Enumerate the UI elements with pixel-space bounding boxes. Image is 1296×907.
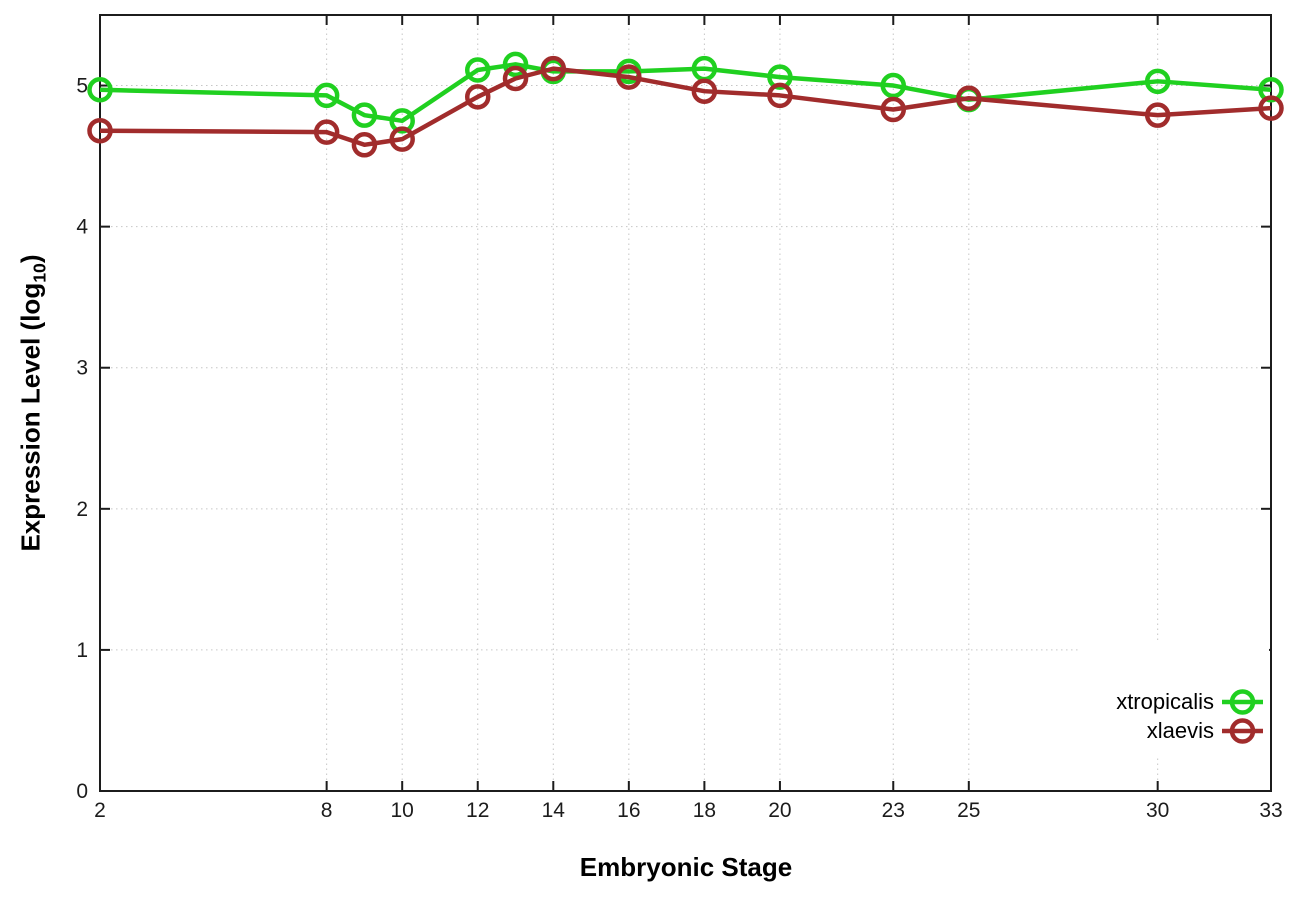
- legend-sample-xtropicalis: [1222, 689, 1263, 715]
- data-point-xlaevis: [1258, 95, 1284, 121]
- data-point-xlaevis: [540, 55, 567, 82]
- data-series: [87, 51, 1284, 158]
- data-point-xlaevis: [767, 82, 793, 109]
- x-tick-label: 10: [391, 799, 414, 822]
- gridlines: [101, 16, 1270, 790]
- x-tick-label: 20: [768, 799, 791, 822]
- x-axis-title-text: Embryonic Stage: [579, 852, 793, 882]
- data-point-xtropicalis: [389, 108, 415, 134]
- data-point-xlaevis: [464, 84, 491, 110]
- data-point-xtropicalis: [1258, 77, 1284, 103]
- data-point-xtropicalis: [767, 64, 793, 90]
- y-tick-label: 0: [76, 780, 88, 803]
- legend-label-xtropicalis: xtropicalis: [1116, 689, 1214, 714]
- x-tick-label: 18: [693, 799, 716, 822]
- x-tick-label: 25: [957, 799, 980, 822]
- series-xtropicalis: [87, 51, 1284, 134]
- x-tick-label: 23: [882, 799, 905, 822]
- axis-ticks: [99, 15, 1272, 792]
- data-point-xlaevis: [502, 65, 529, 92]
- data-point-xtropicalis: [880, 72, 907, 99]
- x-tick-label: 30: [1146, 799, 1169, 822]
- x-tick-label: 16: [617, 799, 640, 822]
- data-point-xlaevis: [1144, 102, 1171, 128]
- data-point-xlaevis: [313, 119, 340, 145]
- data-point-xlaevis: [351, 132, 378, 158]
- series-xlaevis: [87, 55, 1284, 158]
- legend: [1078, 643, 1269, 757]
- plot-border: [99, 14, 1272, 792]
- x-tick-label: 2: [94, 799, 106, 822]
- data-point-xtropicalis: [1144, 68, 1171, 95]
- data-point-xlaevis: [956, 85, 982, 111]
- x-tick-label: 33: [1259, 799, 1282, 822]
- y-tick-label: 4: [76, 216, 88, 239]
- legend-label-xlaevis: xlaevis: [1147, 718, 1214, 743]
- data-point-xlaevis: [691, 78, 718, 104]
- data-point-xlaevis: [389, 126, 415, 152]
- y-tick-label: 5: [76, 75, 88, 98]
- data-point-xtropicalis: [313, 82, 340, 109]
- y-tick-label: 1: [76, 639, 88, 662]
- data-point-xtropicalis: [351, 102, 378, 128]
- x-axis-title: Embryonic Stage: [100, 852, 1272, 883]
- y-axis-title-prefix: Expression Level (log: [15, 282, 46, 552]
- data-point-xtropicalis: [502, 51, 529, 78]
- data-point-xtropicalis: [464, 57, 491, 83]
- y-axis-title: Expression Level (log10): [15, 254, 50, 551]
- data-point-xlaevis: [87, 117, 113, 144]
- y-axis-title-subscript: 10: [29, 263, 50, 283]
- x-tick-label: 12: [466, 799, 489, 822]
- y-axis-title-suffix: ): [15, 254, 46, 264]
- data-point-xlaevis: [880, 96, 907, 123]
- y-tick-label: 2: [76, 498, 88, 521]
- x-tick-label: 14: [542, 799, 566, 822]
- data-point-xlaevis: [616, 64, 642, 90]
- legend-sample-xlaevis: [1222, 718, 1263, 744]
- x-tick-label: 8: [321, 799, 333, 822]
- data-point-xtropicalis: [87, 77, 113, 103]
- y-tick-label: 3: [76, 357, 88, 380]
